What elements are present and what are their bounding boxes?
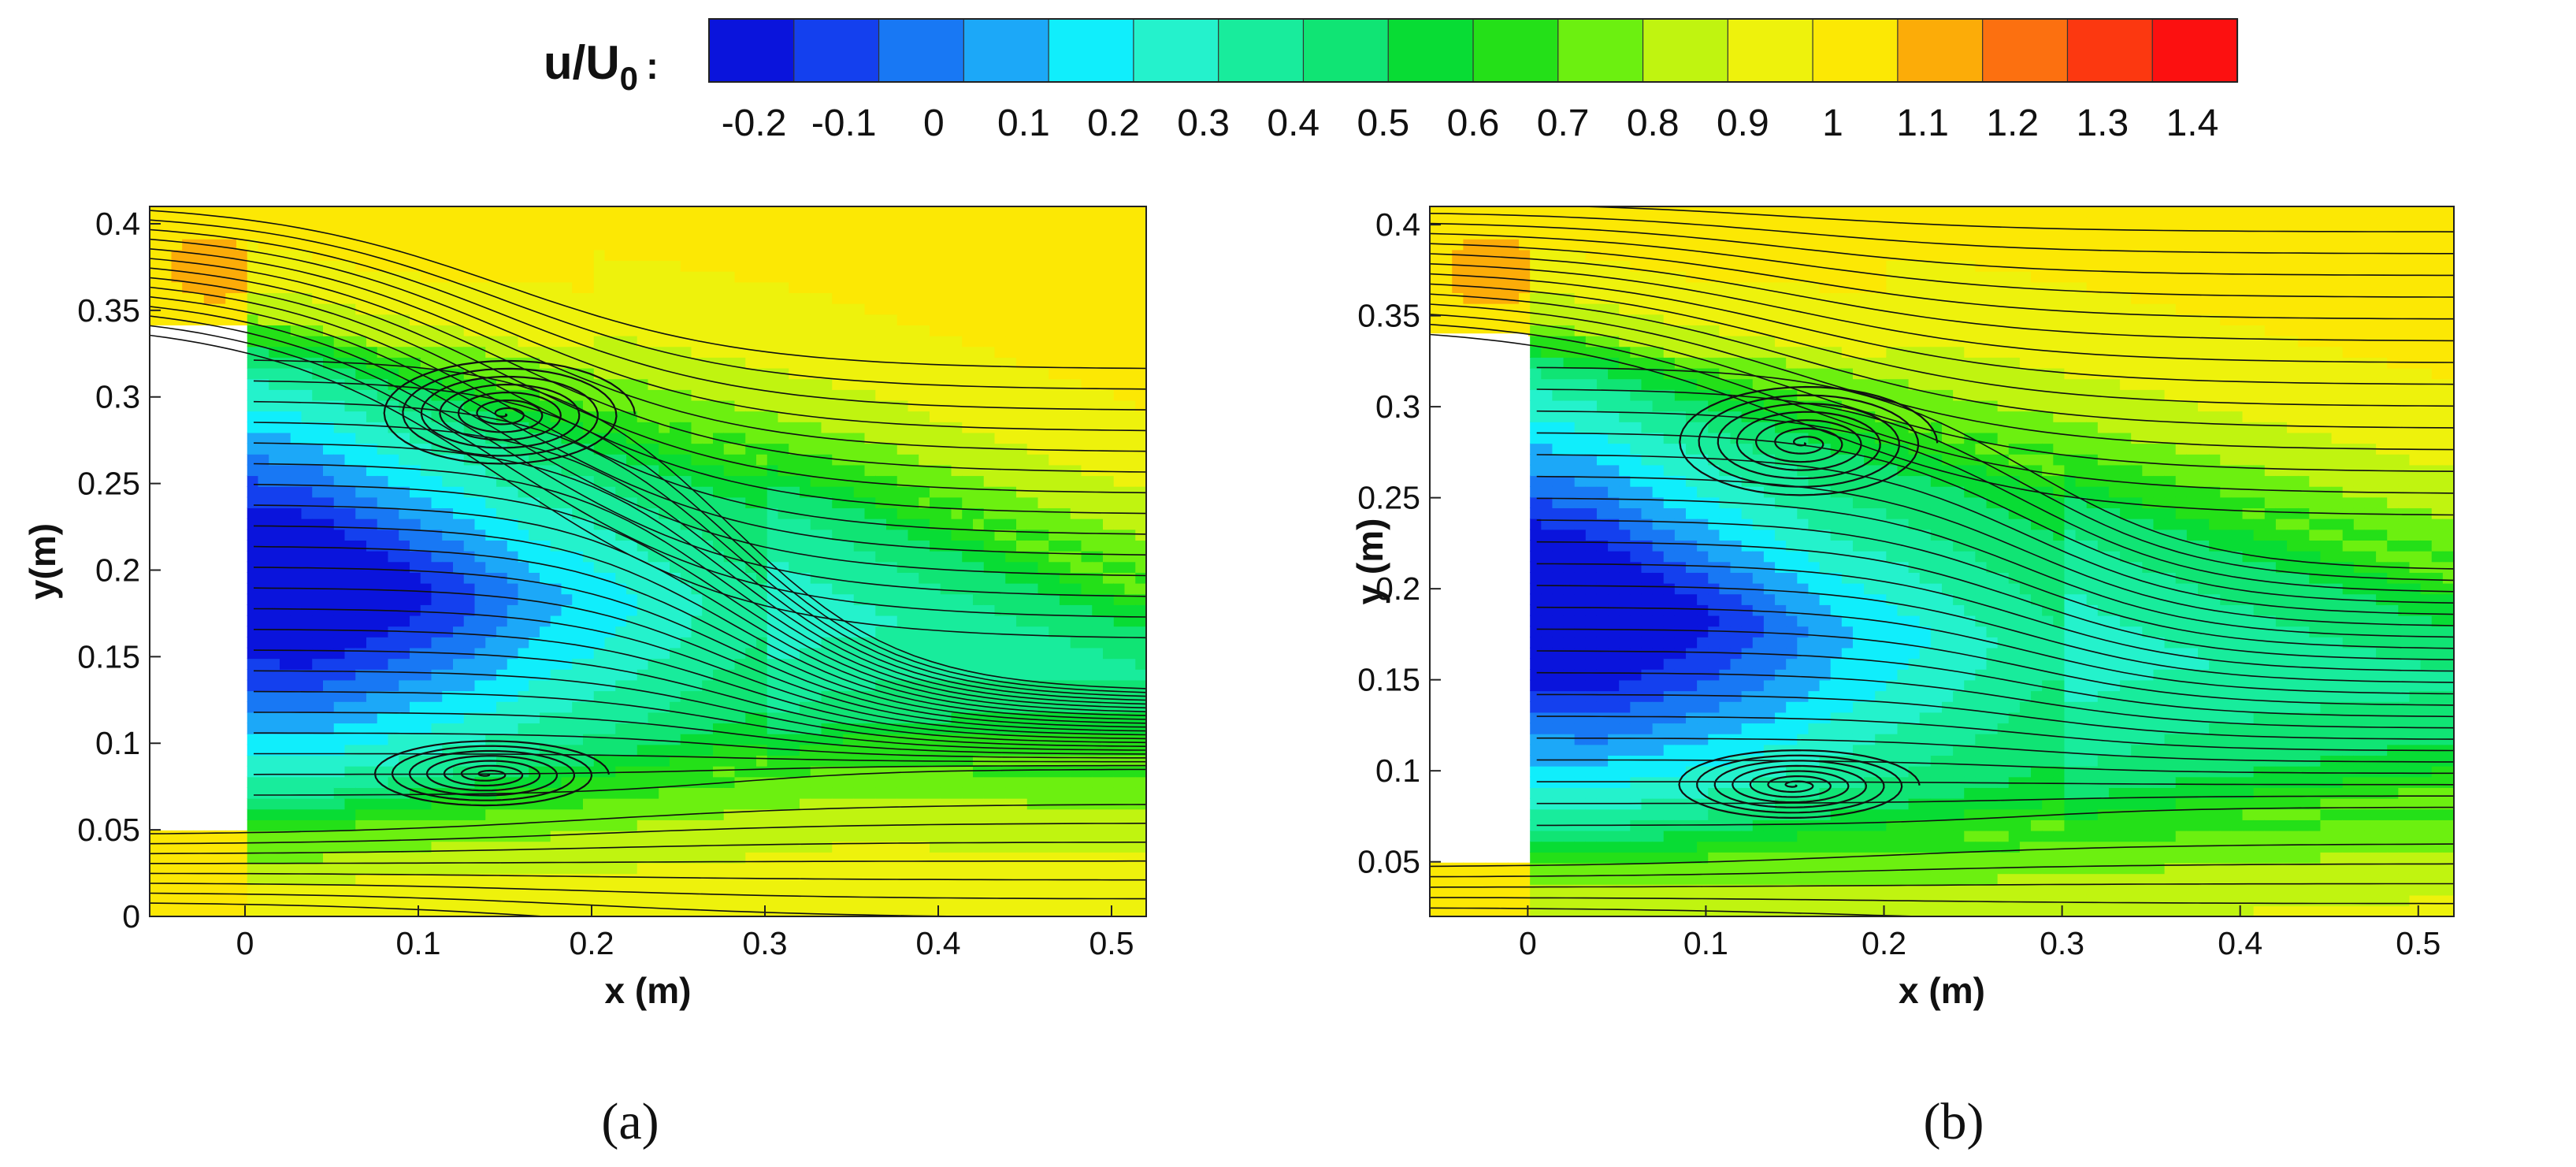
y-tick-label: 0 [122,898,140,935]
colorbar-tick-label: 0.5 [1357,102,1410,144]
y-tick-label: 0.05 [1357,844,1420,880]
y-tick-label: 0.35 [1357,298,1420,334]
panel-a: 0 0.1 0.2 0.3 0.4 0.5 0 0.05 0.1 0.15 0.2 0.25 0.3 0.… [22,206,1147,1011]
panel-b: 0 0.1 0.2 0.3 0.4 0.5 0.05 0.1 0.15 0.2 0.25 0.3 0.3… [1349,206,2455,1011]
y-tick-label: 0.35 [77,292,140,329]
colorbar-cell [1557,18,1644,83]
x-axis-label: x (m) [605,970,692,1011]
streamlines [1430,206,2454,916]
x-tick-label: 0.2 [1861,925,1906,961]
colorbar-frame [708,18,2238,83]
colorbar-tick-label: 1.1 [1896,102,1949,144]
colorbar-tick-label: 0.6 [1447,102,1500,144]
colorbar-cell [793,18,880,83]
colorbar-title-suffix: : [646,46,659,87]
colorbar-tick-label: 1.4 [2166,102,2219,144]
plot-frame [1429,206,2455,917]
x-tick-label: 0.5 [1089,925,1134,961]
obstacle-block [1430,333,1528,863]
velocity-contour-field [1430,206,2454,916]
colorbar-cell [2066,18,2154,83]
x-tick-label: 0 [236,925,254,961]
colorbar-tick-label: 0.2 [1087,102,1140,144]
y-tick-label: 0.2 [1375,570,1420,607]
colorbar-tick-label: 0.3 [1177,102,1230,144]
colorbar-tick-label: 1.2 [1986,102,2039,144]
y-tick-label: 0.25 [1357,480,1420,516]
colorbar-cell [1387,18,1475,83]
colorbar-cell [1982,18,2069,83]
panel-label-b: (b) [1924,1093,1984,1150]
colorbar-title-subscript: 0 [620,60,638,97]
colorbar-cell [1727,18,1814,83]
y-tick-label: 0.15 [1357,662,1420,698]
colorbar-cell [1133,18,1219,83]
upper-vortex [1679,385,1939,496]
y-tick-label: 0.4 [95,206,140,242]
y-tick-label: 0.1 [1375,753,1420,789]
streamlines [150,210,1146,916]
colorbar-cell [1812,18,1899,83]
colorbar-tick-label: 0.7 [1537,102,1590,144]
x-tick-label: 0.4 [916,925,961,961]
obstacle-block [150,327,246,831]
y-tick-label: 0.15 [77,638,140,675]
colorbar-tick-label: -0.2 [722,102,787,144]
x-tick-label: 0.2 [570,925,614,961]
upper-vortex [383,359,637,465]
x-tick-label: 0.3 [743,925,788,961]
y-tick-label: 0.1 [95,725,140,761]
x-tick-label: 0.1 [396,925,441,961]
x-tick-label: 0 [1519,925,1537,961]
x-tick-label: 0.4 [2218,925,2262,961]
colorbar-cell [878,18,965,83]
colorbar-cell [1897,18,1984,83]
colorbar-tick-label: 0.9 [1717,102,1769,144]
y-tick-label: 0.4 [1375,206,1420,243]
colorbar-legend: u/U0: -0.2 -0.1 0 0.1 0.2 0.3 0.4 0.5 0.6 0.7 0.8 0… [544,18,2239,144]
y-tick-label: 0.25 [77,466,140,502]
colorbar-tick-label: 0.8 [1627,102,1680,144]
colorbar-title: u/U0: [544,36,659,97]
y-tick-label: 0.3 [95,379,140,415]
panel-label-a: (a) [601,1093,659,1150]
colorbar-tick-label: 1.3 [2076,102,2129,144]
velocity-contour-field [150,206,1146,916]
colorbar-tick-label: 1 [1822,102,1843,144]
y-tick-label: 0.05 [77,812,140,848]
lower-vortex [373,740,611,807]
colorbar-cell [1642,18,1729,83]
colorbar-cell [1472,18,1559,83]
x-tick-label: 0.1 [1683,925,1728,961]
colorbar-cell [2151,18,2239,83]
x-axis-label: x (m) [1899,970,1985,1011]
colorbar-tick-label: 0.4 [1267,102,1320,144]
y-tick-label: 0.3 [1375,388,1420,425]
colorbar-tick-label: 0 [923,102,945,144]
y-axis-label: y(m) [22,523,63,600]
colorbar-tick-label: -0.1 [811,102,877,144]
colorbar-cell [1302,18,1390,83]
colorbar-cell [1048,18,1134,83]
colorbar-tick-label: 0.1 [997,102,1050,144]
lower-vortex [1678,749,1921,820]
y-tick-label: 0.2 [95,552,140,588]
colorbar-cell [708,18,795,83]
colorbar-cell [963,18,1050,83]
x-tick-label: 0.5 [2396,925,2441,961]
plot-frame [149,206,1147,917]
colorbar-cell [1218,18,1305,83]
y-axis-label: y (m) [1349,518,1390,605]
x-tick-label: 0.3 [2040,925,2084,961]
